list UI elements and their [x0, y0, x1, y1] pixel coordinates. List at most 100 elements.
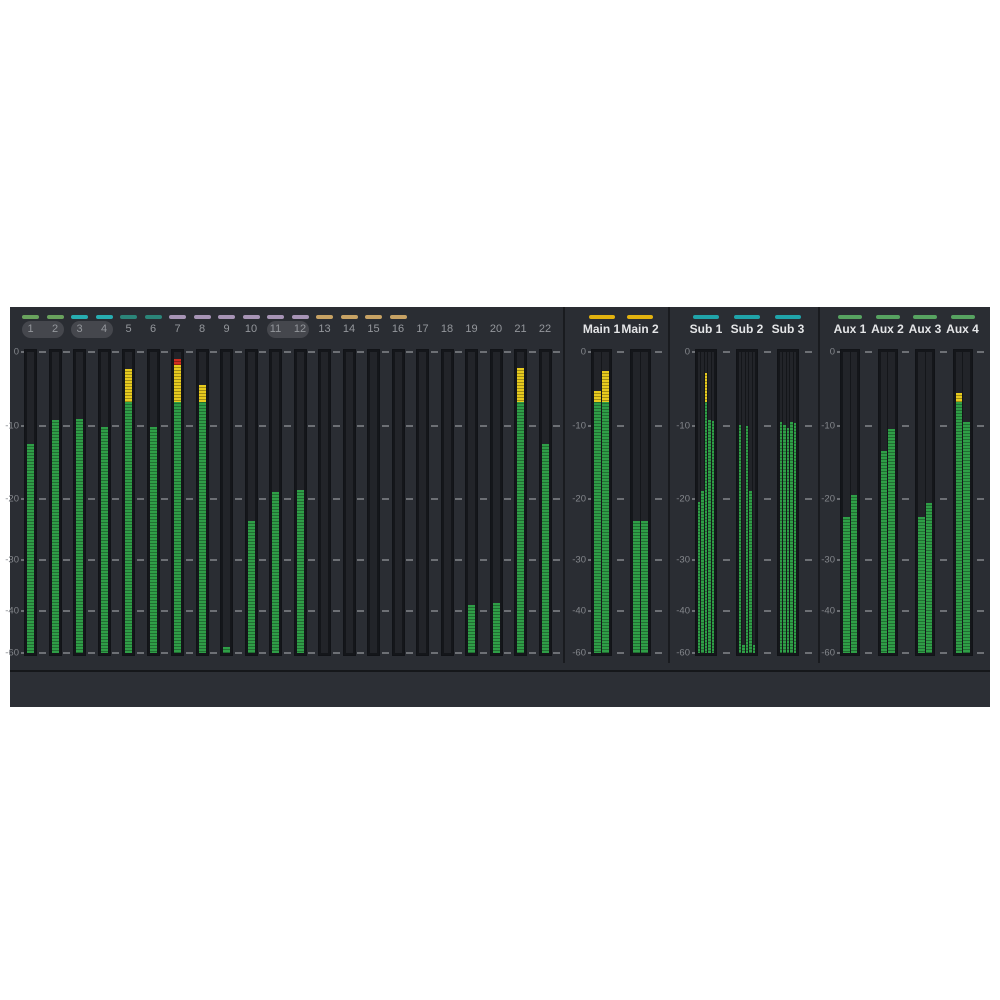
- meter-segment: [149, 426, 157, 653]
- tick-dash: [455, 558, 463, 561]
- tick-dash: [655, 609, 663, 612]
- meter-slot-1: 1: [22, 307, 49, 663]
- bus-label: Main 1: [582, 322, 621, 336]
- db-scale-label: -60: [821, 647, 835, 659]
- panel-bottom-strip: [10, 672, 990, 707]
- channel-color-strip: [588, 315, 615, 319]
- led-segment-texture: [541, 443, 549, 653]
- tick-dash: [804, 351, 812, 353]
- tick-dash: [38, 558, 46, 561]
- db-scale-dash: [837, 497, 840, 500]
- db-scale-label: -20: [821, 493, 835, 505]
- meter-segment: [955, 402, 962, 653]
- meter-well: [840, 349, 860, 656]
- meter-slot-aux-1: Aux 1: [834, 307, 878, 663]
- meter-slot-16: 16: [389, 307, 417, 663]
- meter-segment: [296, 490, 304, 653]
- meter-segment: [492, 602, 500, 653]
- tick-dash: [210, 609, 218, 612]
- channel-color-strip: [120, 315, 137, 319]
- channel-color-strip: [365, 315, 382, 319]
- meter-bar: [321, 352, 328, 653]
- channel-number: 21: [514, 323, 527, 335]
- led-segment-texture: [51, 420, 59, 653]
- tick-dash: [722, 425, 730, 428]
- led-segment-texture: [749, 490, 752, 653]
- channel-number: 5: [125, 323, 132, 335]
- meter-slot-2: 2: [46, 307, 74, 663]
- bus-label: Sub 1: [689, 322, 723, 336]
- meter-well: [629, 349, 651, 656]
- meter-bar: [419, 352, 426, 653]
- tick-dash: [504, 425, 512, 428]
- channel-number: 8: [198, 323, 206, 335]
- meter-segment: [888, 428, 895, 653]
- meter-segment: [783, 425, 786, 653]
- meter-bar: [749, 352, 752, 653]
- db-scale-dash: [21, 558, 24, 561]
- tick-dash: [864, 609, 872, 612]
- tick-dash: [185, 497, 193, 500]
- meter-bar: [742, 352, 745, 653]
- tick-dash: [112, 652, 120, 654]
- meter-bar: [888, 352, 895, 653]
- tick-dash: [112, 351, 120, 353]
- tick-dash: [430, 609, 438, 612]
- tick-dash: [977, 652, 985, 654]
- meter-bar: [704, 352, 708, 653]
- tick-dash: [455, 609, 463, 612]
- led-segment-texture: [711, 420, 715, 653]
- meter-segment: [704, 373, 708, 403]
- tick-dash: [381, 652, 389, 654]
- tick-dash: [210, 558, 218, 561]
- tick-dash: [112, 558, 120, 561]
- tick-dash: [939, 609, 947, 612]
- channel-color-strip: [340, 315, 358, 319]
- tick-dash: [381, 351, 389, 353]
- tick-dash: [553, 558, 561, 561]
- linked-pair-pill: [21, 321, 64, 338]
- db-scale-label: 0: [13, 346, 19, 358]
- tick-dash: [804, 652, 812, 654]
- tick-dash: [161, 497, 169, 500]
- tick-dash: [504, 652, 512, 654]
- tick-dash: [234, 497, 242, 500]
- meter-slot-17: 17: [416, 307, 441, 663]
- tick-dash: [234, 558, 242, 561]
- tick-dash: [902, 351, 910, 353]
- tick-dash: [430, 652, 438, 654]
- led-segment-texture: [739, 425, 742, 653]
- tick-dash: [308, 652, 316, 654]
- tick-dash: [332, 351, 340, 353]
- db-scale-dash: [837, 609, 840, 612]
- meter-slot-6: 6: [144, 307, 172, 663]
- channel-number: 18: [440, 323, 454, 335]
- tick-dash: [38, 497, 46, 500]
- db-scale-label: -40: [572, 605, 586, 617]
- tick-dash: [381, 425, 389, 428]
- meter-well: [489, 349, 503, 656]
- channel-number: 14: [342, 323, 356, 335]
- tick-dash: [504, 609, 512, 612]
- tick-dash: [479, 609, 487, 612]
- tick-dash: [87, 652, 95, 654]
- meter-bar: [752, 352, 756, 653]
- meter-bar: [793, 352, 797, 653]
- meter-well: [24, 349, 37, 656]
- db-scale-dash: [588, 351, 591, 353]
- meter-segment: [100, 426, 108, 653]
- tick-dash: [308, 558, 316, 561]
- meter-bar: [701, 352, 704, 653]
- meter-bar: [100, 352, 108, 653]
- meter-slot-3: 3: [71, 307, 98, 663]
- meter-segment: [790, 421, 793, 653]
- meter-slot-15: 15: [365, 307, 392, 663]
- tick-dash: [939, 652, 947, 654]
- channel-color-strip: [169, 315, 186, 319]
- meter-bar: [125, 352, 132, 653]
- db-scale-dash: [692, 351, 695, 353]
- meter-well: [952, 349, 973, 656]
- db-scale-dash: [692, 652, 695, 654]
- tick-dash: [504, 497, 512, 500]
- tick-dash: [210, 351, 218, 353]
